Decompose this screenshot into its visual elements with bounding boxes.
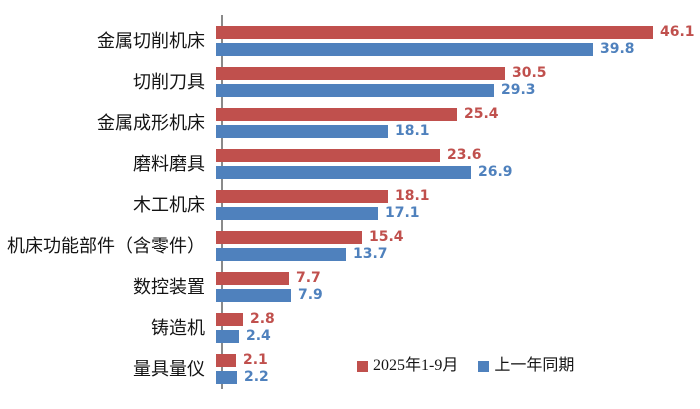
bar-pair: 30.5 29.3 <box>214 61 700 102</box>
category-label: 机床功能部件（含零件） <box>7 235 205 256</box>
bar-current-period <box>216 107 457 121</box>
bar-current-period <box>216 271 289 285</box>
value-label: 18.1 <box>395 188 430 204</box>
value-label: 23.6 <box>447 147 482 163</box>
bar-row: 7.7 <box>216 270 700 286</box>
category-group: 数控装置 7.7 7.9 <box>0 266 700 307</box>
bar-previous-period <box>216 206 378 220</box>
value-label: 29.3 <box>501 82 536 98</box>
category-label: 切削刀具 <box>133 71 205 92</box>
bar-previous-period <box>216 124 388 138</box>
bar-row: 30.5 <box>216 65 700 81</box>
value-label: 30.5 <box>512 65 547 81</box>
bar-current-period <box>216 25 653 39</box>
bar-previous-period <box>216 42 593 56</box>
bar-row: 2.2 <box>216 369 700 385</box>
category-group: 木工机床 18.1 17.1 <box>0 184 700 225</box>
bar-current-period <box>216 189 388 203</box>
category-label: 磨料磨具 <box>133 153 205 174</box>
value-label: 15.4 <box>369 229 404 245</box>
legend-label-previous-period: 上一年同期 <box>494 357 575 374</box>
value-label: 46.1 <box>660 24 695 40</box>
bar-pair: 2.1 2.2 <box>214 348 700 389</box>
bar-row: 2.8 <box>216 311 700 327</box>
legend-item-previous-period: 上一年同期 <box>478 358 574 374</box>
value-label: 26.9 <box>478 164 513 180</box>
category-label: 金属成形机床 <box>97 112 205 133</box>
category-label: 数控装置 <box>133 276 205 297</box>
bar-current-period <box>216 353 236 367</box>
bar-row: 46.1 <box>216 24 700 40</box>
value-label: 7.9 <box>298 287 323 303</box>
bar-row: 26.9 <box>216 164 700 180</box>
value-label: 2.4 <box>246 328 271 344</box>
bar-previous-period <box>216 329 239 343</box>
bar-current-period <box>216 148 440 162</box>
category-group: 金属切削机床 46.1 39.8 <box>0 20 700 61</box>
bar-row: 17.1 <box>216 205 700 221</box>
bar-row: 18.1 <box>216 123 700 139</box>
bar-row: 7.9 <box>216 287 700 303</box>
value-label: 2.8 <box>250 311 275 327</box>
category-label: 量具量仪 <box>133 358 205 379</box>
bar-pair: 18.1 17.1 <box>214 184 700 225</box>
value-label: 13.7 <box>353 246 388 262</box>
bar-previous-period <box>216 288 291 302</box>
bar-row: 23.6 <box>216 147 700 163</box>
legend-swatch-blue-icon <box>478 360 490 372</box>
category-group: 金属成形机床 25.4 18.1 <box>0 102 700 143</box>
category-group: 磨料磨具 23.6 26.9 <box>0 143 700 184</box>
bar-current-period <box>216 230 362 244</box>
bar-row: 39.8 <box>216 41 700 57</box>
bar-row: 29.3 <box>216 82 700 98</box>
value-label: 7.7 <box>296 270 321 286</box>
bar-previous-period <box>216 165 471 179</box>
category-label: 铸造机 <box>151 317 205 338</box>
category-group: 机床功能部件（含零件） 15.4 13.7 <box>0 225 700 266</box>
value-label: 2.1 <box>243 352 268 368</box>
legend-item-current-period: 2025年1-9月 <box>357 358 458 374</box>
value-label: 39.8 <box>600 41 635 57</box>
category-group: 量具量仪 2.1 2.2 <box>0 348 700 389</box>
bar-previous-period <box>216 247 346 261</box>
bar-row: 13.7 <box>216 246 700 262</box>
bar-pair: 25.4 18.1 <box>214 102 700 143</box>
category-label: 金属切削机床 <box>97 30 205 51</box>
legend: 2025年1-9月 上一年同期 <box>357 358 574 374</box>
bar-pair: 23.6 26.9 <box>214 143 700 184</box>
bar-row: 25.4 <box>216 106 700 122</box>
bar-row: 2.1 <box>216 352 700 368</box>
value-label: 25.4 <box>464 106 499 122</box>
bar-current-period <box>216 312 243 326</box>
bar-previous-period <box>216 83 494 97</box>
value-label: 18.1 <box>395 123 430 139</box>
bar-row: 18.1 <box>216 188 700 204</box>
category-group: 切削刀具 30.5 29.3 <box>0 61 700 102</box>
value-label: 2.2 <box>244 369 269 385</box>
legend-swatch-red-icon <box>357 360 368 372</box>
plot-area: 金属切削机床 46.1 39.8 切削刀具 30.5 29.3 金属成形机床 25.4 18.1… <box>0 20 700 389</box>
bar-pair: 2.8 2.4 <box>214 307 700 348</box>
category-group: 铸造机 2.8 2.4 <box>0 307 700 348</box>
bar-row: 2.4 <box>216 328 700 344</box>
legend-label-current-period: 2025年1-9月 <box>373 357 459 374</box>
bar-current-period <box>216 66 505 80</box>
bar-previous-period <box>216 370 237 384</box>
category-label: 木工机床 <box>133 194 205 215</box>
value-label: 17.1 <box>385 205 420 221</box>
bar-pair: 15.4 13.7 <box>214 225 700 266</box>
bar-pair: 7.7 7.9 <box>214 266 700 307</box>
bar-row: 15.4 <box>216 229 700 245</box>
bar-pair: 46.1 39.8 <box>214 20 700 61</box>
